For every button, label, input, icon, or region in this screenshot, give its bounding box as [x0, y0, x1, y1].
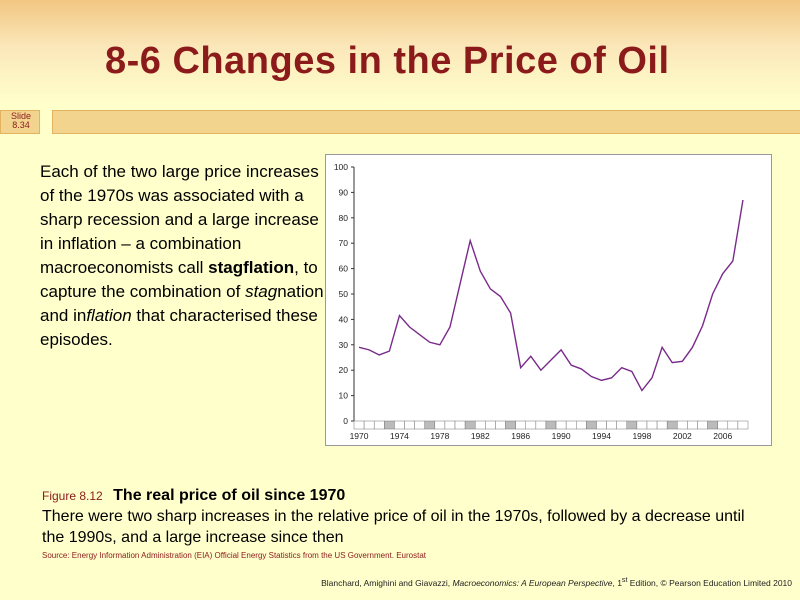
x-axis-cell-2007	[727, 420, 739, 430]
x-axis-cell-2006	[717, 420, 729, 430]
x-axis-cell-1986	[515, 420, 526, 430]
x-axis-cell-1981	[464, 420, 476, 430]
x-axis-cell-1996	[616, 420, 628, 430]
y-tick-label-40: 40	[339, 314, 349, 324]
figure-description: There were two sharp increases in the re…	[42, 508, 745, 546]
x-axis-cell-1991	[565, 420, 577, 430]
x-axis-cell-1975	[404, 420, 415, 430]
x-axis-cell-1985	[505, 420, 516, 430]
x-tick-label-1998: 1998	[632, 431, 651, 441]
chart-svg: 0 10 20 30 40 50 60 70 80 90 100 1970 1974 1978 1982 19…	[334, 162, 749, 441]
x-tick-label-1994: 1994	[592, 431, 611, 441]
x-axis-cell-2000	[656, 420, 668, 430]
y-tick-label-60: 60	[339, 264, 349, 274]
x-axis-cell-1989	[545, 420, 557, 430]
x-axis-cell-1993	[586, 420, 597, 430]
y-tick-label-0: 0	[343, 416, 348, 426]
figure-title: The real price of oil since 1970	[113, 487, 346, 504]
x-axis-cell-1974	[394, 420, 405, 430]
x-tick-label-1978: 1978	[430, 431, 449, 441]
body-text-part1: Each of the two large price increases of…	[40, 162, 319, 277]
header-band	[0, 0, 800, 103]
x-axis-cell-2003	[687, 420, 698, 430]
x-axis-cell-1977	[424, 420, 436, 430]
slide-label-box	[0, 110, 40, 134]
x-axis-cell-2004	[697, 420, 708, 430]
body-text-part4: that characterised these episodes.	[40, 306, 318, 349]
body-text-part3: nation and in	[40, 282, 324, 325]
x-axis-cell-2005	[707, 420, 718, 430]
x-axis-cell-1973	[384, 420, 395, 430]
x-tick-label-1970: 1970	[350, 431, 369, 441]
x-tick-label-1982: 1982	[471, 431, 490, 441]
x-axis-cell-2002	[677, 420, 688, 430]
footer-book-title: Macroeconomics: A European Perspective	[452, 577, 613, 588]
x-axis-cell-1972	[373, 420, 385, 430]
x-axis-cell-1997	[626, 420, 638, 430]
footer-edition-pre: , 1	[612, 577, 622, 588]
series-line-0	[358, 199, 744, 392]
divider-bar	[52, 110, 800, 134]
slide-label-bottom: 8.34	[12, 120, 30, 130]
figure-source: Source: Energy Information Administratio…	[42, 551, 427, 560]
y-tick-label-100: 100	[334, 162, 348, 172]
x-tick-label-1974: 1974	[390, 431, 409, 441]
x-axis-cell-1999	[646, 420, 658, 430]
x-axis-cell-1987	[525, 420, 537, 430]
x-axis-cell-1978	[434, 420, 446, 430]
x-axis-cell-1990	[555, 420, 567, 430]
x-axis-cell-1970	[353, 420, 365, 430]
y-tick-label-20: 20	[339, 365, 349, 375]
x-axis-cell-1994	[596, 420, 607, 430]
x-axis-cell-1983	[485, 420, 496, 430]
x-tick-label-2002: 2002	[673, 431, 692, 441]
y-tick-label-30: 30	[339, 340, 349, 350]
x-axis-cell-1982	[474, 420, 486, 430]
x-axis-cell-1984	[495, 420, 506, 430]
x-axis-cell-2008	[737, 420, 749, 430]
x-tick-label-1990: 1990	[552, 431, 571, 441]
x-tick-label-1986: 1986	[511, 431, 530, 441]
figure-caption: Figure 8.12 The real price of oil since …	[42, 486, 762, 560]
flation-suffix: flation	[86, 306, 132, 325]
y-tick-label-70: 70	[339, 238, 349, 248]
x-axis-cell-1998	[636, 420, 648, 430]
footer-edition-post: Edition, © Pearson Education Limited 201…	[627, 577, 792, 588]
slide-number-label: Slide 8.34	[4, 112, 38, 130]
x-axis-cell-1980	[454, 420, 466, 430]
slide-title: 8-6 Changes in the Price of Oil	[105, 40, 670, 82]
body-paragraph: Each of the two large price increases of…	[40, 160, 330, 352]
y-tick-label-10: 10	[339, 391, 349, 401]
slide-label-top: Slide	[10, 111, 31, 121]
x-axis-cell-1976	[414, 420, 425, 430]
stagflation-term: stagflation	[208, 258, 295, 277]
x-tick-label-2006: 2006	[713, 431, 732, 441]
footer-citation: Blanchard, Amighini and Giavazzi, Macroe…	[321, 576, 792, 588]
oil-price-chart: 0 10 20 30 40 50 60 70 80 90 100 1970 1974 1978 1982 19…	[325, 154, 772, 446]
x-axis-cell-1979	[444, 420, 456, 430]
y-tick-label-50: 50	[339, 289, 349, 299]
figure-number: Figure 8.12	[42, 489, 103, 503]
x-axis-cell-1995	[606, 420, 617, 430]
x-axis-cell-1992	[576, 420, 587, 430]
y-tick-label-80: 80	[339, 213, 349, 223]
y-tick-label-90: 90	[339, 187, 349, 197]
footer-edition-sup: st	[621, 576, 628, 584]
x-axis-cell-1988	[535, 420, 547, 430]
footer-authors: Blanchard, Amighini and Giavazzi,	[321, 577, 453, 588]
stag-prefix: stag	[245, 282, 278, 301]
body-text-part2: , to capture the combination of	[40, 258, 318, 301]
x-axis-cell-2001	[666, 420, 678, 430]
x-axis-cell-1971	[363, 420, 375, 430]
